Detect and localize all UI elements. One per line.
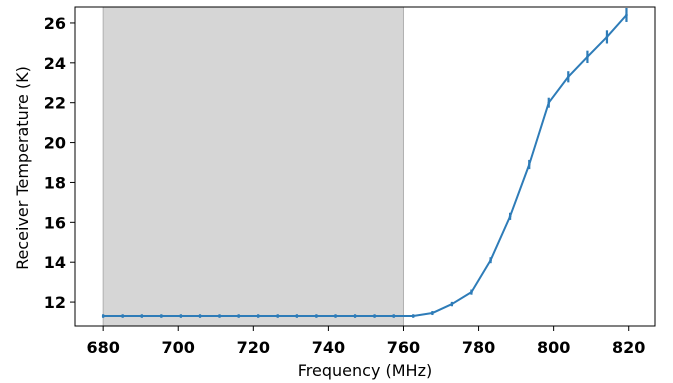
series-line xyxy=(103,14,628,318)
data-point xyxy=(179,314,183,318)
y-tick-label: 22 xyxy=(44,94,66,113)
data-point xyxy=(547,101,551,104)
data-point xyxy=(315,314,318,318)
y-tick-label: 24 xyxy=(44,54,66,73)
data-point xyxy=(605,35,609,39)
data-point xyxy=(566,75,570,79)
x-tick-label: 760 xyxy=(387,338,420,357)
x-tick-label: 800 xyxy=(537,338,570,357)
x-tick-label: 820 xyxy=(612,338,645,357)
data-point xyxy=(140,314,144,318)
data-point xyxy=(625,13,628,17)
data-point xyxy=(218,314,221,318)
x-tick-label: 680 xyxy=(86,338,119,357)
y-tick-label: 26 xyxy=(44,14,66,33)
y-tick-label: 20 xyxy=(44,134,66,153)
data-point xyxy=(353,314,357,318)
shaded-band-layer xyxy=(102,6,404,327)
y-axis-label: Receiver Temperature (K) xyxy=(13,66,32,270)
y-ticks: 12 14 16 18 20 22 24 26 xyxy=(44,14,75,312)
y-tick-label: 12 xyxy=(44,293,66,312)
x-axis-label: Frequency (MHz) xyxy=(298,361,432,380)
series-layer xyxy=(101,7,628,318)
data-point xyxy=(334,314,337,318)
data-point xyxy=(276,314,280,318)
data-point xyxy=(373,314,376,318)
data-point xyxy=(489,258,492,262)
data-point xyxy=(470,290,473,294)
y-tick-label: 16 xyxy=(44,213,66,232)
data-point xyxy=(121,314,124,318)
y-tick-label: 18 xyxy=(44,173,66,192)
data-point xyxy=(256,314,260,318)
x-tick-label: 780 xyxy=(462,338,495,357)
plot-frame xyxy=(74,6,656,327)
x-tick-label: 700 xyxy=(162,338,195,357)
data-point xyxy=(508,215,512,218)
data-point xyxy=(237,314,240,318)
data-point xyxy=(392,314,396,318)
x-tick-label: 740 xyxy=(312,338,345,357)
shaded-band xyxy=(102,6,404,327)
data-point xyxy=(198,314,202,318)
data-point xyxy=(411,314,415,318)
data-point xyxy=(295,314,299,318)
data-point xyxy=(527,163,531,166)
x-tick-label: 720 xyxy=(237,338,270,357)
data-point xyxy=(450,302,454,306)
x-ticks: 680 700 720 740 760 780 800 820 xyxy=(86,326,645,357)
data-point xyxy=(431,311,434,315)
data-point xyxy=(101,314,105,318)
data-point xyxy=(160,314,163,318)
axes xyxy=(74,6,656,327)
data-point xyxy=(586,55,589,59)
y-tick-label: 14 xyxy=(44,253,66,272)
